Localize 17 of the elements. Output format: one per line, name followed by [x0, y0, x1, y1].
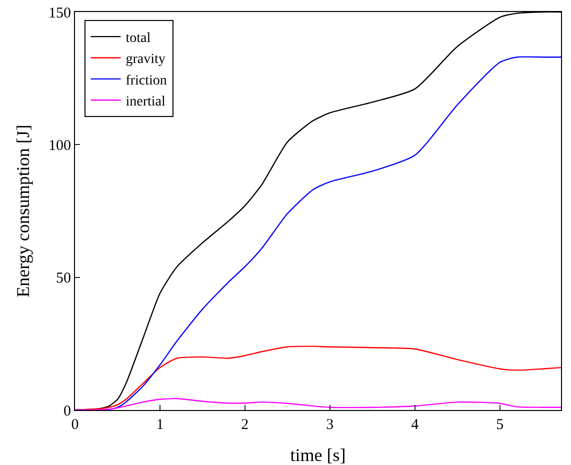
line-series [75, 398, 561, 410]
y-tick-label: 100 [48, 138, 71, 154]
x-axis-title: time [s] [290, 445, 346, 465]
x-tick-label: 3 [326, 417, 334, 433]
x-tick-label: 5 [496, 417, 504, 433]
legend-label: gravity [126, 52, 166, 68]
legend-label: inertial [126, 94, 166, 110]
x-tick-label: 1 [156, 417, 164, 433]
legend-label: total [126, 31, 151, 46]
y-axis-title: Energy consumption [J] [13, 124, 33, 298]
line-series [75, 346, 561, 410]
x-tick-label: 4 [411, 417, 420, 433]
y-tick-label: 0 [64, 403, 71, 420]
y-tick-label: 150 [48, 5, 71, 22]
legend-label: friction [126, 73, 167, 88]
y-tick-label: 50 [56, 270, 71, 287]
x-tick-label: 2 [241, 417, 249, 433]
